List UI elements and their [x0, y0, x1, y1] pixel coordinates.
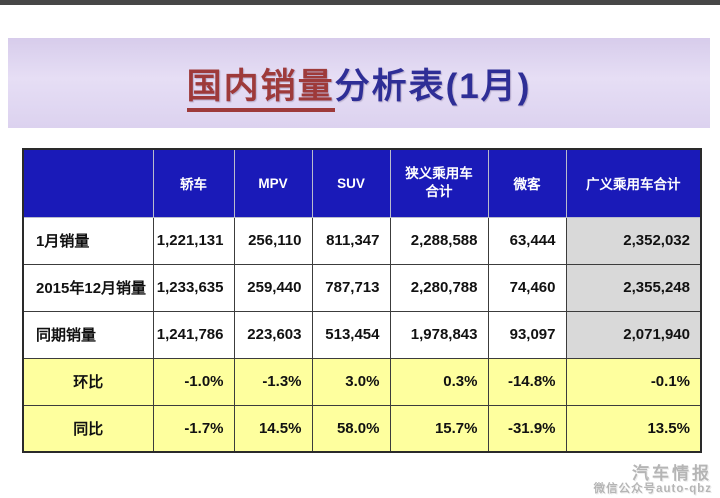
- row-label: 同期销量: [22, 310, 154, 359]
- header-narrow-pv-total: 狭义乘用车合计: [389, 148, 489, 218]
- cell-suv: 58.0%: [311, 404, 391, 453]
- cell-broad-total: 2,355,248: [565, 263, 702, 312]
- cell-suv: 513,454: [311, 310, 391, 359]
- header-broad-pv-total: 广义乘用车合计: [565, 148, 702, 218]
- header-sedan: 轿车: [152, 148, 235, 218]
- row-label: 2015年12月销量: [22, 263, 154, 312]
- header-empty: [22, 148, 154, 218]
- title-banner: 国内销量分析表(1月): [8, 38, 710, 128]
- page-title-highlight: 国内销量: [186, 66, 335, 112]
- cell-sedan: 1,241,786: [152, 310, 235, 359]
- table-row-yoy-change: 同比 -1.7% 14.5% 58.0% 15.7% -31.9% 13.5%: [22, 404, 702, 453]
- cell-sedan: 1,233,635: [152, 263, 235, 312]
- cell-microvan: 63,444: [487, 216, 567, 265]
- header-mpv: MPV: [233, 148, 313, 218]
- cell-suv: 811,347: [311, 216, 391, 265]
- sales-table: 轿车 MPV SUV 狭义乘用车合计 微客 广义乘用车合计 1月销量 1,221…: [22, 148, 702, 453]
- top-edge-bar: [0, 0, 720, 5]
- row-label: 环比: [22, 357, 154, 406]
- header-microvan: 微客: [487, 148, 567, 218]
- watermark-wechat-account: 微信公众号auto-qbz: [593, 483, 712, 496]
- cell-suv: 3.0%: [311, 357, 391, 406]
- cell-microvan: 93,097: [487, 310, 567, 359]
- header-suv: SUV: [311, 148, 391, 218]
- page-title-rest: 分析表(1月): [334, 66, 532, 106]
- cell-narrow-total: 1,978,843: [389, 310, 489, 359]
- cell-mpv: 14.5%: [233, 404, 313, 453]
- cell-broad-total: -0.1%: [565, 357, 702, 406]
- table-row-mom-change: 环比 -1.0% -1.3% 3.0% 0.3% -14.8% -0.1%: [22, 357, 702, 406]
- cell-broad-total: 13.5%: [565, 404, 702, 453]
- cell-sedan: -1.7%: [152, 404, 235, 453]
- cell-suv: 787,713: [311, 263, 391, 312]
- cell-microvan: -14.8%: [487, 357, 567, 406]
- cell-sedan: 1,221,131: [152, 216, 235, 265]
- cell-microvan: 74,460: [487, 263, 567, 312]
- cell-narrow-total: 15.7%: [389, 404, 489, 453]
- cell-mpv: 256,110: [233, 216, 313, 265]
- cell-broad-total: 2,071,940: [565, 310, 702, 359]
- table-row-same-period-sales: 同期销量 1,241,786 223,603 513,454 1,978,843…: [22, 310, 702, 359]
- row-label: 同比: [22, 404, 154, 453]
- cell-mpv: 223,603: [233, 310, 313, 359]
- cell-mpv: -1.3%: [233, 357, 313, 406]
- page-title: 国内销量分析表(1月): [186, 58, 532, 112]
- table-header-row: 轿车 MPV SUV 狭义乘用车合计 微客 广义乘用车合计: [22, 148, 702, 218]
- cell-broad-total: 2,352,032: [565, 216, 702, 265]
- cell-mpv: 259,440: [233, 263, 313, 312]
- cell-microvan: -31.9%: [487, 404, 567, 453]
- watermark: 汽车情报 微信公众号auto-qbz: [593, 463, 712, 496]
- cell-narrow-total: 2,280,788: [389, 263, 489, 312]
- table-row-jan-sales: 1月销量 1,221,131 256,110 811,347 2,288,588…: [22, 216, 702, 265]
- row-label: 1月销量: [22, 216, 154, 265]
- cell-narrow-total: 0.3%: [389, 357, 489, 406]
- watermark-brand: 汽车情报: [632, 463, 712, 483]
- table-row-dec2015-sales: 2015年12月销量 1,233,635 259,440 787,713 2,2…: [22, 263, 702, 312]
- cell-narrow-total: 2,288,588: [389, 216, 489, 265]
- cell-sedan: -1.0%: [152, 357, 235, 406]
